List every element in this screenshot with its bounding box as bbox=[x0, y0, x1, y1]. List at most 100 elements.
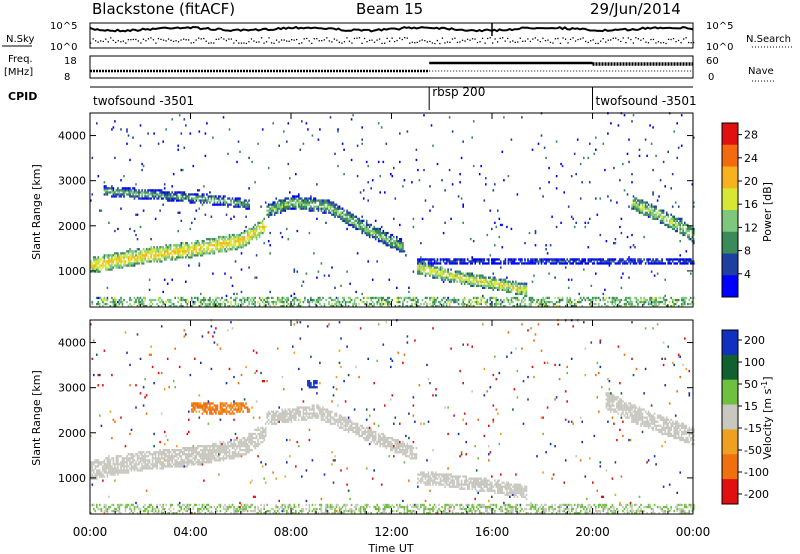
heatmap-cell bbox=[188, 193, 190, 196]
heatmap-cell bbox=[613, 242, 615, 245]
heatmap-cell bbox=[114, 120, 116, 123]
heatmap-cell bbox=[475, 276, 478, 279]
heatmap-cell bbox=[218, 242, 220, 245]
heatmap-cell bbox=[628, 300, 630, 304]
heatmap-cell bbox=[453, 262, 455, 265]
heatmap-cell bbox=[564, 262, 567, 265]
heatmap-cell bbox=[549, 244, 552, 247]
heatmap-cell bbox=[148, 260, 151, 263]
heatmap-cell bbox=[127, 252, 130, 255]
heatmap-cell bbox=[545, 262, 547, 265]
heatmap-cell bbox=[646, 201, 648, 204]
heatmap-cell bbox=[625, 260, 627, 263]
heatmap-cell bbox=[194, 193, 196, 196]
heatmap-cell bbox=[123, 175, 125, 178]
heatmap-cell bbox=[352, 225, 354, 229]
heatmap-cell bbox=[171, 453, 173, 456]
heatmap-cell bbox=[272, 300, 274, 304]
heatmap-cell bbox=[587, 258, 590, 261]
heatmap-cell bbox=[91, 469, 94, 472]
heatmap-cell bbox=[138, 461, 140, 464]
heatmap-cell bbox=[298, 205, 300, 208]
heatmap-cell bbox=[688, 298, 691, 302]
heatmap-cell bbox=[151, 457, 154, 460]
heatmap-cell bbox=[169, 455, 172, 458]
heatmap-cell bbox=[323, 305, 326, 308]
heatmap-cell bbox=[139, 225, 142, 229]
heatmap-cell bbox=[531, 260, 534, 263]
heatmap-cell bbox=[159, 300, 161, 304]
heatmap-cell bbox=[144, 507, 146, 511]
heatmap-cell bbox=[504, 288, 507, 291]
heatmap-cell bbox=[213, 305, 216, 308]
heatmap-cell bbox=[665, 258, 668, 261]
heatmap-cell bbox=[157, 457, 160, 460]
heatmap-cell bbox=[186, 459, 189, 462]
nsearch-dot bbox=[562, 37, 564, 39]
heatmap-cell bbox=[435, 300, 437, 304]
heatmap-cell bbox=[343, 173, 345, 176]
heatmap-cell bbox=[522, 305, 525, 308]
nsearch-dot bbox=[215, 38, 217, 40]
heatmap-cell bbox=[254, 235, 256, 239]
heatmap-cell bbox=[117, 463, 119, 466]
heatmap-cell bbox=[380, 233, 383, 237]
heatmap-cell bbox=[133, 302, 136, 306]
heatmap-cell bbox=[102, 465, 104, 468]
heatmap-cell bbox=[213, 250, 216, 253]
heatmap-cell bbox=[150, 191, 152, 194]
heatmap-cell bbox=[482, 294, 484, 298]
nsearch-dot bbox=[404, 37, 406, 39]
heatmap-cell bbox=[145, 459, 148, 462]
nsearch-dot bbox=[328, 40, 330, 42]
heatmap-cell bbox=[182, 459, 184, 462]
heatmap-cell bbox=[91, 467, 94, 470]
heatmap-cell bbox=[180, 191, 183, 194]
heatmap-cell bbox=[109, 266, 112, 269]
heatmap-cell bbox=[189, 503, 192, 507]
heatmap-cell bbox=[258, 233, 261, 237]
heatmap-cell bbox=[178, 252, 181, 255]
heatmap-cell bbox=[485, 276, 487, 279]
heatmap-cell bbox=[665, 211, 668, 214]
heatmap-cell bbox=[659, 209, 662, 212]
heatmap-cell bbox=[242, 240, 244, 243]
heatmap-cell bbox=[628, 302, 630, 306]
heatmap-cell bbox=[656, 305, 659, 308]
heatmap-cell bbox=[640, 296, 642, 300]
heatmap-cell bbox=[138, 451, 140, 454]
heatmap-cell bbox=[157, 298, 160, 302]
heatmap-cell bbox=[500, 262, 502, 265]
heatmap-cell bbox=[254, 227, 256, 231]
heatmap-cell bbox=[304, 203, 306, 206]
heatmap-cell bbox=[106, 463, 109, 466]
heatmap-cell bbox=[236, 305, 238, 308]
nsearch-dot bbox=[512, 40, 514, 42]
heatmap-cell bbox=[316, 207, 318, 210]
heatmap-cell bbox=[647, 262, 650, 265]
heatmap-cell bbox=[668, 219, 671, 222]
heatmap-cell bbox=[185, 505, 187, 509]
heatmap-cell bbox=[191, 242, 193, 245]
heatmap-cell bbox=[640, 300, 642, 304]
heatmap-cell bbox=[540, 302, 543, 306]
heatmap-cell bbox=[426, 305, 428, 308]
heatmap-cell bbox=[313, 205, 315, 208]
nsearch-dot bbox=[672, 38, 675, 40]
heatmap-cell bbox=[399, 296, 401, 300]
heatmap-cell bbox=[353, 223, 356, 227]
heatmap-cell bbox=[433, 262, 436, 265]
heatmap-cell bbox=[182, 296, 184, 300]
heatmap-cell bbox=[94, 467, 97, 470]
heatmap-cell bbox=[180, 302, 183, 306]
heatmap-cell bbox=[136, 469, 139, 472]
heatmap-cell bbox=[182, 465, 184, 468]
heatmap-cell bbox=[153, 507, 155, 511]
heatmap-cell bbox=[234, 244, 237, 247]
heatmap-cell bbox=[501, 300, 504, 304]
heatmap-cell bbox=[162, 246, 164, 249]
heatmap-cell bbox=[138, 258, 140, 261]
heatmap-cell bbox=[117, 266, 119, 269]
heatmap-cell bbox=[263, 242, 265, 245]
heatmap-cell bbox=[189, 201, 192, 204]
